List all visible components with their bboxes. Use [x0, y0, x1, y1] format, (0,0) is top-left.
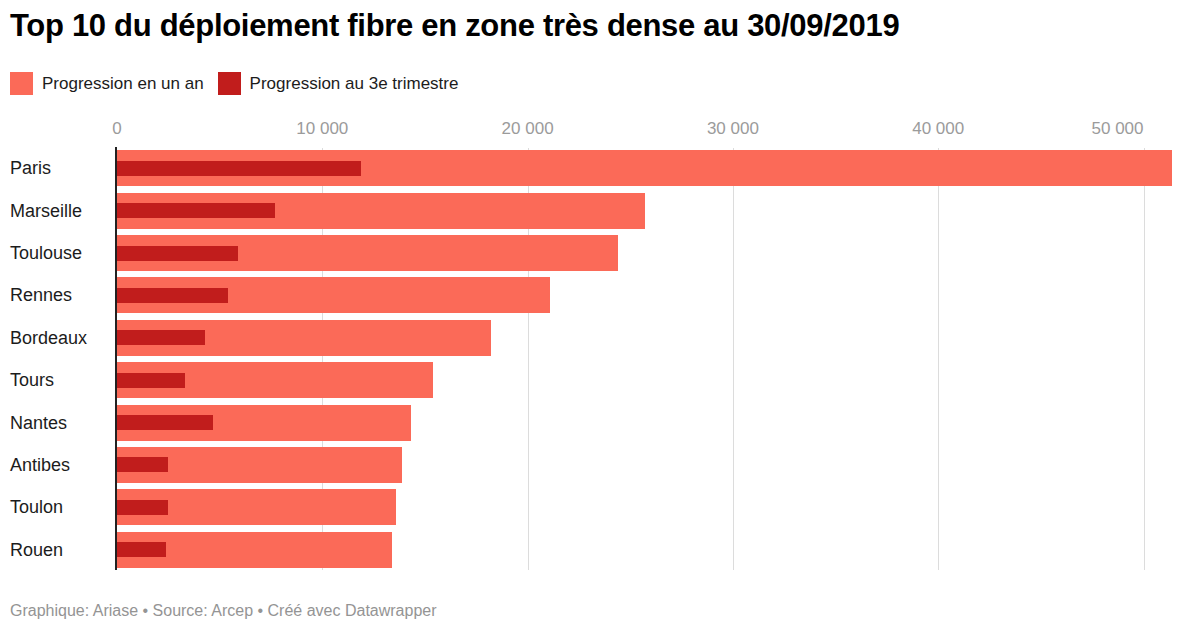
x-tick-label: 0: [112, 119, 121, 139]
legend-label-quarter: Progression au 3e trimestre: [250, 74, 459, 94]
row-label-nantes: Nantes: [10, 405, 67, 441]
legend-item-quarter: Progression au 3e trimestre: [218, 72, 459, 95]
gridline-50000: [1144, 148, 1145, 570]
y-axis-line: [115, 147, 117, 570]
row-label-bordeaux: Bordeaux: [10, 320, 87, 356]
bar-toulon-quarter: [117, 500, 168, 515]
row-label-rouen: Rouen: [10, 532, 63, 568]
attribution-footer: Graphique: Ariase • Source: Arcep • Créé…: [10, 602, 437, 620]
bar-marseille-quarter: [117, 203, 275, 218]
bar-toulouse-quarter: [117, 246, 238, 261]
x-tick-label: 10 000: [296, 119, 348, 139]
row-label-paris: Paris: [10, 150, 51, 186]
bar-antibes-quarter: [117, 457, 168, 472]
bar-rennes-quarter: [117, 288, 228, 303]
row-label-toulon: Toulon: [10, 489, 63, 525]
row-label-tours: Tours: [10, 362, 54, 398]
row-label-rennes: Rennes: [10, 277, 72, 313]
legend: Progression en un an Progression au 3e t…: [10, 72, 458, 95]
chart-container: Top 10 du déploiement fibre en zone très…: [0, 0, 1199, 635]
chart-title: Top 10 du déploiement fibre en zone très…: [10, 6, 1190, 46]
gridline-30000: [733, 148, 734, 570]
legend-label-annual: Progression en un an: [42, 74, 204, 94]
x-tick-label: 20 000: [502, 119, 554, 139]
row-label-marseille: Marseille: [10, 193, 82, 229]
legend-swatch-quarter: [218, 72, 241, 95]
x-tick-label: 40 000: [912, 119, 964, 139]
gridline-40000: [938, 148, 939, 570]
legend-swatch-annual: [10, 72, 33, 95]
x-tick-label: 30 000: [707, 119, 759, 139]
bar-rouen-quarter: [117, 542, 166, 557]
bar-bordeaux-quarter: [117, 330, 205, 345]
legend-item-annual: Progression en un an: [10, 72, 204, 95]
bar-tours-quarter: [117, 373, 185, 388]
bar-nantes-quarter: [117, 415, 213, 430]
row-label-antibes: Antibes: [10, 447, 70, 483]
row-label-toulouse: Toulouse: [10, 235, 82, 271]
x-tick-label: 50 000: [1092, 119, 1144, 139]
bar-paris-quarter: [117, 161, 361, 176]
